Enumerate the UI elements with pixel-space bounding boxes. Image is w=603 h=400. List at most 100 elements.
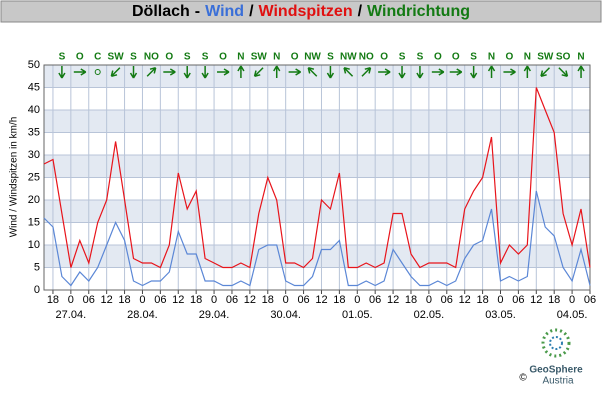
y-tick-label: 40 (28, 104, 40, 116)
direction-label: O (76, 52, 84, 63)
direction-label: S (327, 52, 334, 63)
x-tick-label: 06 (369, 294, 381, 306)
direction-arrow (146, 67, 157, 77)
direction-arrow (129, 66, 138, 79)
direction-label: SW (537, 52, 554, 63)
x-tick-label: 12 (530, 294, 542, 306)
grid-band (44, 110, 590, 133)
x-tick-label: 0 (211, 294, 217, 306)
direction-arrow (361, 67, 372, 77)
date-label: 02.05. (414, 309, 445, 321)
x-tick-label: 06 (512, 294, 524, 306)
grid-band (44, 65, 590, 88)
direction-label: N (273, 52, 280, 63)
direction-arrow (540, 67, 551, 77)
direction-arrow (503, 68, 516, 76)
y-tick-label: 30 (28, 149, 40, 161)
y-tick-label: 25 (28, 171, 40, 183)
title-part: Windspitzen (259, 3, 353, 20)
direction-arrow (577, 65, 585, 78)
x-tick-label: 18 (476, 294, 488, 306)
direction-arrow (183, 66, 191, 79)
x-tick-label: 12 (244, 294, 256, 306)
direction-label: S (417, 52, 424, 63)
y-axis-label: Wind / Windspitzen in km/h (9, 117, 20, 238)
direction-label: NW (304, 52, 321, 63)
x-tick-label: 12 (315, 294, 327, 306)
date-label: 30.04. (270, 309, 301, 321)
x-tick-label: 12 (459, 294, 471, 306)
direction-arrow (253, 67, 264, 77)
direction-arrow (449, 68, 463, 76)
x-tick-label: 0 (283, 294, 289, 306)
x-tick-label: 06 (154, 294, 166, 306)
x-tick-label: 0 (569, 294, 575, 306)
direction-label: NW (340, 52, 357, 63)
x-tick-label: 18 (47, 294, 59, 306)
title-part: / (358, 3, 363, 20)
plot-frame (43, 64, 591, 291)
direction-label: SW (108, 52, 125, 63)
direction-arrow (431, 68, 445, 76)
chart-title: Döllach - Wind / Windspitzen / Windrichtung (132, 3, 470, 20)
x-tick-label: 18 (190, 294, 202, 306)
x-tick-label: 18 (262, 294, 274, 306)
x-tick-label: 0 (426, 294, 432, 306)
grid-band (44, 155, 590, 178)
direction-arrow (307, 67, 318, 77)
title-part: Döllach (132, 3, 190, 20)
direction-arrow (326, 66, 335, 79)
direction-label: N (577, 52, 584, 63)
series-line (43, 190, 591, 287)
series-line (43, 87, 591, 269)
title-bar (0, 0, 602, 23)
y-tick-label: 50 (28, 59, 40, 71)
direction-label: O (380, 52, 388, 63)
date-label: 27.04. (56, 309, 87, 321)
y-tick-label: 45 (28, 81, 40, 93)
x-tick-label: 0 (68, 294, 74, 306)
direction-arrow (469, 66, 478, 79)
date-label: 03.05. (485, 309, 516, 321)
x-tick-label: 12 (387, 294, 399, 306)
direction-label: NO (144, 52, 159, 63)
direction-label: S (470, 52, 477, 63)
direction-label: N (488, 52, 495, 63)
direction-calm (94, 69, 101, 75)
grid-band (44, 200, 590, 223)
x-tick-label: 06 (584, 294, 596, 306)
title-part: / (249, 3, 254, 20)
direction-arrow (558, 67, 569, 77)
y-tick-label: 10 (28, 239, 40, 251)
logo-sub: Austria (542, 376, 574, 387)
x-tick-label: 18 (333, 294, 345, 306)
x-tick-label: 06 (441, 294, 453, 306)
direction-arrow (201, 66, 209, 79)
direction-arrow (273, 65, 281, 78)
direction-label: S (399, 52, 406, 63)
direction-label: O (434, 52, 442, 63)
title-part: Windrichtung (367, 3, 470, 20)
logo-name: GeoSphere (529, 365, 583, 376)
direction-label: C (94, 52, 101, 63)
x-tick-label: 0 (497, 294, 503, 306)
date-label: 01.05. (342, 309, 373, 321)
x-tick-label: 0 (354, 294, 360, 306)
direction-label: SO (556, 52, 571, 63)
x-tick-label: 12 (101, 294, 113, 306)
x-tick-label: 0 (139, 294, 145, 306)
y-tick-label: 5 (34, 261, 40, 273)
direction-arrow (523, 65, 531, 78)
direction-label: N (524, 52, 531, 63)
y-tick-label: 20 (28, 194, 40, 206)
direction-label: S (202, 52, 209, 63)
direction-arrow (416, 66, 424, 79)
direction-arrow (237, 65, 245, 78)
direction-label: SW (251, 52, 268, 63)
x-tick-label: 18 (405, 294, 417, 306)
direction-arrow (398, 66, 406, 79)
direction-arrow (343, 67, 354, 77)
date-label: 04.05. (557, 309, 588, 321)
direction-arrow (217, 68, 230, 76)
